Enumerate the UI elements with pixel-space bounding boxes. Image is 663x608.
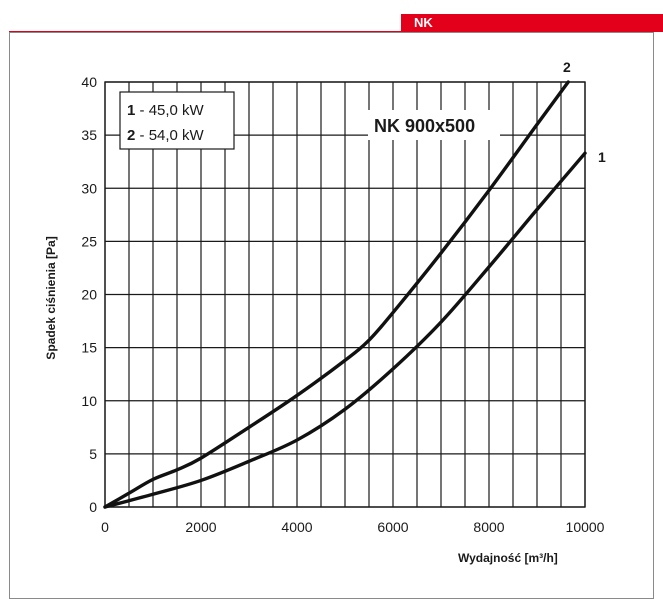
series-line-1 <box>103 151 587 509</box>
series-line-2 <box>103 80 570 509</box>
header-rule <box>9 31 663 32</box>
x-tick-label: 0 <box>101 519 109 535</box>
y-tick-label: 10 <box>81 393 97 409</box>
x-tick-label: 2000 <box>185 519 216 535</box>
plot-border <box>104 81 586 508</box>
legend: 1 - 45,0 kW 2 - 54,0 kW <box>119 91 235 150</box>
tick-labels: 0 2000 4000 6000 8000 10000 0 5 10 15 20 25 30 35 40 <box>81 74 604 535</box>
legend-entry-1: 1 - 45,0 kW <box>127 102 205 119</box>
y-tick-label: 20 <box>81 287 97 303</box>
y-tick-label: 35 <box>81 127 97 143</box>
series-group <box>103 80 587 509</box>
legend-entry-2: 2 - 54,0 kW <box>127 127 205 144</box>
chart-frame <box>9 32 654 599</box>
curve-label-1: 1 <box>598 149 606 165</box>
y-tick-label: 40 <box>81 74 97 90</box>
x-axis-label: Wydajność [m³/h] <box>458 551 558 565</box>
y-tick-label: 0 <box>89 499 97 515</box>
y-tick-label: 5 <box>89 446 97 462</box>
legend-entry-2-text: 54,0 kW <box>149 127 205 144</box>
header-tab: NK <box>401 14 663 31</box>
legend-box <box>119 91 235 150</box>
x-tick-label: 6000 <box>377 519 408 535</box>
y-tick-label: 30 <box>81 180 97 196</box>
y-tick-label: 25 <box>81 233 97 249</box>
chart-title: NK 900x500 <box>374 116 475 136</box>
x-tick-label: 8000 <box>473 519 504 535</box>
x-tick-label: 4000 <box>281 519 312 535</box>
y-axis-label: Spadek ciśnienia [Pa] <box>44 236 58 359</box>
y-tick-label: 15 <box>81 340 97 356</box>
x-tick-label: 10000 <box>566 519 605 535</box>
legend-entry-2-num: 2 <box>127 127 135 144</box>
legend-entry-1-num: 1 <box>127 102 135 119</box>
legend-entry-1-text: 45,0 kW <box>149 102 205 119</box>
curve-label-2: 2 <box>563 59 571 75</box>
chart-title-bg <box>368 110 500 140</box>
grid <box>104 81 586 508</box>
